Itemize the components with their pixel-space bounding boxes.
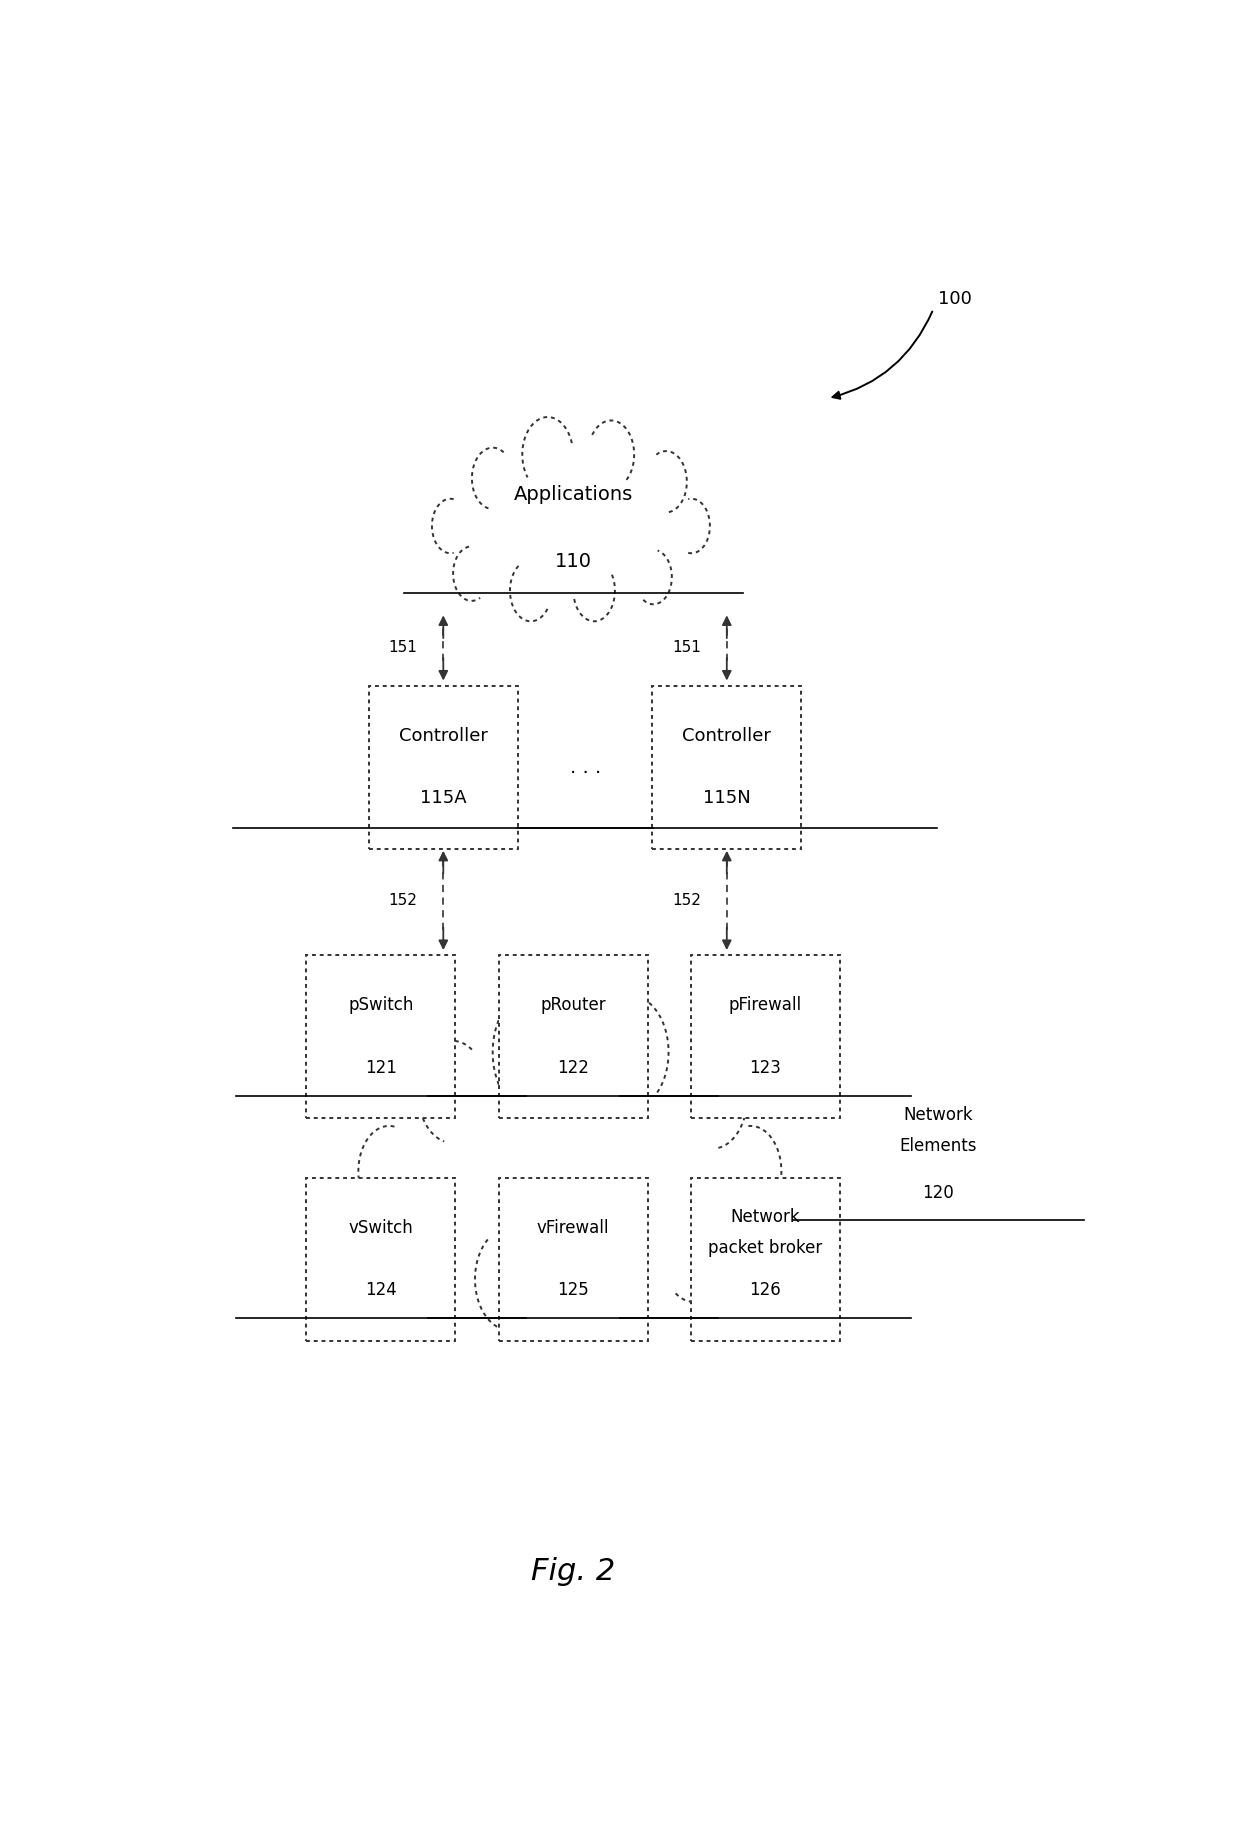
Text: vFirewall: vFirewall xyxy=(537,1219,609,1238)
Circle shape xyxy=(663,1210,724,1302)
Circle shape xyxy=(472,448,513,508)
Circle shape xyxy=(358,1125,420,1218)
Circle shape xyxy=(645,451,687,512)
Circle shape xyxy=(591,995,668,1109)
Text: pRouter: pRouter xyxy=(541,997,606,1015)
Text: 115A: 115A xyxy=(420,790,466,807)
Text: vSwitch: vSwitch xyxy=(348,1219,413,1238)
Text: Controller: Controller xyxy=(399,728,487,744)
Text: 152: 152 xyxy=(672,893,701,908)
FancyBboxPatch shape xyxy=(498,954,647,1118)
Text: pSwitch: pSwitch xyxy=(348,997,413,1015)
Circle shape xyxy=(510,560,552,621)
Text: 122: 122 xyxy=(557,1059,589,1078)
Text: pFirewall: pFirewall xyxy=(729,997,802,1015)
Circle shape xyxy=(588,420,634,488)
FancyBboxPatch shape xyxy=(498,1177,647,1341)
Text: 100: 100 xyxy=(939,289,972,308)
Text: Network: Network xyxy=(904,1105,973,1124)
Text: 125: 125 xyxy=(557,1282,589,1299)
Text: 120: 120 xyxy=(923,1184,954,1201)
Circle shape xyxy=(673,499,709,553)
Circle shape xyxy=(678,1046,748,1149)
FancyBboxPatch shape xyxy=(691,1177,839,1341)
Circle shape xyxy=(475,1229,544,1330)
Circle shape xyxy=(635,549,672,604)
Text: packet broker: packet broker xyxy=(708,1240,822,1256)
Text: Applications: Applications xyxy=(513,484,632,505)
Text: 152: 152 xyxy=(388,893,418,908)
FancyBboxPatch shape xyxy=(652,685,801,849)
Circle shape xyxy=(432,499,469,553)
Text: 115N: 115N xyxy=(703,790,750,807)
Text: 124: 124 xyxy=(365,1282,397,1299)
FancyBboxPatch shape xyxy=(306,954,455,1118)
Text: 110: 110 xyxy=(554,553,591,571)
Text: 151: 151 xyxy=(672,641,701,656)
Circle shape xyxy=(391,1205,451,1297)
Circle shape xyxy=(522,416,573,492)
Text: 121: 121 xyxy=(365,1059,397,1078)
Text: 126: 126 xyxy=(749,1282,781,1299)
FancyBboxPatch shape xyxy=(306,1177,455,1341)
Circle shape xyxy=(573,560,615,621)
FancyBboxPatch shape xyxy=(368,685,518,849)
Text: Elements: Elements xyxy=(899,1137,977,1155)
Circle shape xyxy=(418,1041,487,1142)
Text: Fig. 2: Fig. 2 xyxy=(531,1556,615,1586)
FancyBboxPatch shape xyxy=(691,954,839,1118)
Circle shape xyxy=(720,1125,781,1218)
Text: Network: Network xyxy=(730,1208,800,1225)
Circle shape xyxy=(570,1229,640,1330)
Text: 151: 151 xyxy=(388,641,418,656)
Text: . . .: . . . xyxy=(570,757,601,777)
Circle shape xyxy=(453,547,490,600)
Circle shape xyxy=(492,989,578,1114)
Text: 123: 123 xyxy=(749,1059,781,1078)
Text: Controller: Controller xyxy=(682,728,771,744)
